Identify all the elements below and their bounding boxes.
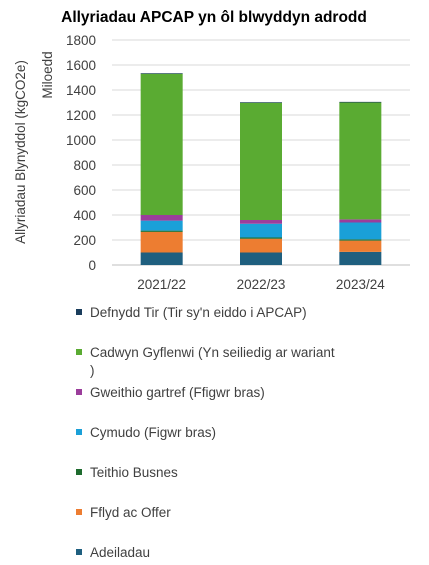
bar-segment <box>339 219 382 223</box>
legend-swatch <box>76 349 82 355</box>
legend-label: Defnydd Tir (Tir sy'n eiddo i APCAP) <box>90 305 307 320</box>
bar-segment <box>240 102 282 103</box>
x-tick-label: 2021/22 <box>137 277 186 292</box>
legend: Defnydd Tir (Tir sy'n eiddo i APCAP) Cadw… <box>76 305 335 560</box>
legend-swatch <box>76 429 82 435</box>
bar-segment <box>240 252 282 265</box>
y-tick-label: 1800 <box>66 33 96 48</box>
bar-segment <box>339 222 382 240</box>
y-tick-label: 1400 <box>66 83 96 98</box>
legend-swatch <box>76 389 82 395</box>
x-axis-ticks: 2021/22 2022/23 2023/24 <box>137 277 385 292</box>
bar-segment <box>339 251 382 265</box>
bars <box>140 73 382 265</box>
y-tick-label: 1200 <box>66 108 96 123</box>
legend-label: Teithio Busnes <box>90 465 178 480</box>
bar-segment <box>240 102 282 220</box>
bar-segment <box>240 237 282 239</box>
bar-segment <box>339 101 382 103</box>
legend-label: Gweithio gartref (Ffigwr bras) <box>90 385 265 400</box>
y-axis-ticks: 0 200 400 600 800 1000 1200 1400 1600 1800 <box>66 33 96 273</box>
y-tick-label: 1000 <box>66 133 96 148</box>
y-tick-label: 800 <box>73 158 96 173</box>
bar-segment <box>240 223 282 238</box>
bar-segment <box>140 220 183 231</box>
x-tick-label: 2022/23 <box>237 277 286 292</box>
bar-segment <box>140 231 183 253</box>
legend-label: Adeiladau <box>90 545 150 560</box>
legend-swatch <box>76 469 82 475</box>
y-tick-label: 0 <box>88 258 96 273</box>
chart-title: Allyriadau APCAP yn ôl blwyddyn adrodd <box>61 9 367 26</box>
bar-segment <box>339 102 382 220</box>
bar-segment <box>140 230 183 232</box>
x-tick-label: 2023/24 <box>336 277 385 292</box>
legend-label: Cymudo (Figwr bras) <box>90 425 216 440</box>
legend-label: Cadwyn Gyflenwi (Yn seiliedig ar wariant <box>90 345 335 360</box>
legend-label: ) <box>90 363 95 378</box>
legend-label: Fflyd ac Offer <box>90 505 171 520</box>
y-tick-label: 600 <box>73 183 96 198</box>
bar-segment <box>140 73 183 74</box>
bar-segment <box>339 239 382 241</box>
bar-segment <box>240 238 282 253</box>
y-tick-label: 200 <box>73 233 96 248</box>
y-axis-label: Allyriadau Blynyddol (kgCO2e) <box>13 60 28 244</box>
bar-segment <box>339 240 382 252</box>
bar-segment <box>140 215 183 221</box>
legend-swatch <box>76 549 82 555</box>
bar-segment <box>140 252 183 265</box>
y-tick-label: 400 <box>73 208 96 223</box>
bar-segment <box>140 73 183 215</box>
legend-swatch <box>76 509 82 515</box>
bar-segment <box>240 220 282 224</box>
legend-swatch <box>76 309 82 315</box>
y-tick-label: 1600 <box>66 58 96 73</box>
y-axis-unit-label: Miloedd <box>40 51 55 98</box>
